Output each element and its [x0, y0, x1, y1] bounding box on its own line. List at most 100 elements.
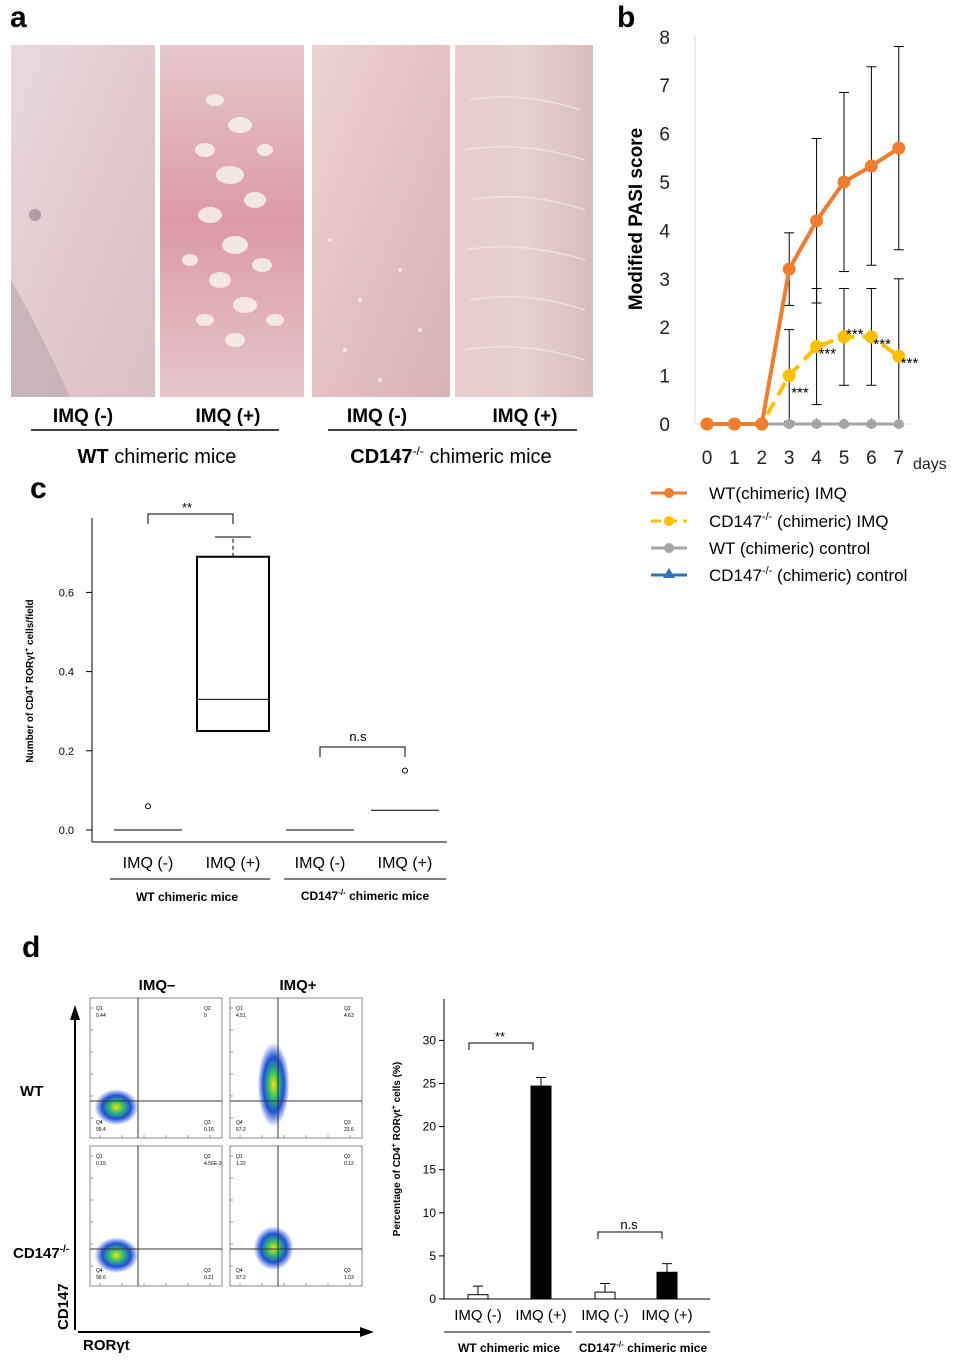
quadrant-value: 99.4 [96, 1127, 106, 1133]
density-cloud [94, 1089, 139, 1126]
significance-label: n.s [349, 729, 367, 744]
y-tick-label: 0.2 [59, 746, 74, 758]
series-line [707, 146, 900, 426]
y-tick-label: 8 [659, 28, 670, 49]
group-label: CD147-/- chimeric mice [579, 1340, 708, 1355]
data-point [864, 330, 878, 344]
quadrant-value: 0.44 [96, 1013, 106, 1019]
y-tick-label: 7 [659, 76, 670, 97]
y-axis-label: CD147 [55, 1283, 72, 1330]
quadrant-value: 1.03 [344, 1275, 354, 1281]
y-tick-label: 1 [659, 367, 670, 388]
quadrant-value: 67.2 [236, 1127, 246, 1133]
quadrant-label: Q2 [344, 1006, 351, 1012]
x-tick-label: 7 [894, 448, 905, 469]
data-point [837, 330, 851, 344]
x-tick-label: IMQ (+) [641, 1307, 692, 1324]
significance-label: ** [182, 500, 192, 515]
y-tick-label: 0.4 [59, 667, 74, 679]
significance-marker: *** [846, 326, 864, 343]
quadrant-label: Q4 [96, 1120, 103, 1126]
quadrant-value: 4.51 [236, 1013, 246, 1019]
quadrant-label: Q2 [204, 1006, 211, 1012]
quadrant-label: Q2 [204, 1154, 211, 1160]
x-tick-label: 3 [784, 448, 795, 469]
density-cloud [253, 1226, 294, 1271]
legend-marker [663, 568, 675, 578]
quadrant-value: 0.15 [96, 1161, 106, 1167]
legend-marker [664, 543, 674, 553]
quadrant-label: Q1 [236, 1006, 243, 1012]
group-label-ko: CD147-/- chimeric mice [350, 444, 551, 468]
significance-marker: *** [873, 336, 891, 353]
y-tick-label: 0.0 [59, 825, 74, 837]
data-point [782, 369, 796, 383]
legend-label: WT(chimeric) IMQ [709, 484, 847, 503]
x-tick-label: IMQ (-) [123, 855, 174, 872]
quadrant-value: 97.2 [236, 1275, 246, 1281]
legend-marker [664, 516, 674, 526]
x-tick-label: 2 [757, 448, 768, 469]
quadrant-label: Q4 [236, 1120, 243, 1126]
x-tick-label: IMQ (-) [581, 1307, 628, 1324]
y-axis-label: Percentage of CD4+ RORγt+ cells (%) [391, 1062, 403, 1236]
data-point [810, 340, 824, 354]
significance-label: n.s [620, 1217, 638, 1232]
y-tick-label: 25 [423, 1077, 437, 1091]
y-axis-label: Modified PASI score [626, 128, 647, 310]
y-tick-label: 3 [659, 270, 670, 291]
density-cloud [94, 1237, 139, 1274]
data-point [892, 349, 906, 363]
quadrant-label: Q3 [204, 1120, 211, 1126]
x-tick-label: IMQ (+) [378, 855, 433, 872]
row-label: CD147-/- [13, 1244, 69, 1262]
bar [656, 1271, 678, 1300]
data-point [893, 419, 904, 429]
density-cloud [257, 1042, 290, 1127]
panel-label-c: c [30, 472, 47, 505]
group-label: WT chimeric mice [458, 1341, 560, 1355]
panel-label-d: d [22, 931, 40, 964]
data-point [892, 141, 906, 155]
x-tick-label: 4 [811, 448, 822, 469]
photo-label-1: IMQ (-) [53, 406, 113, 427]
legend-label: WT (chimeric) control [709, 539, 870, 558]
data-point [700, 417, 714, 431]
bar [594, 1291, 616, 1300]
quadrant-label: Q2 [344, 1154, 351, 1160]
x-axis-label: RORγt [83, 1337, 130, 1354]
flow-cytometry-grid: IMQ– IMQ+WTCD147-/-CD147RORγtQ10.44Q20Q30… [13, 977, 374, 1354]
quadrant-label: Q1 [236, 1154, 243, 1160]
x-tick-label: 6 [866, 448, 877, 469]
quadrant-label: Q3 [344, 1120, 351, 1126]
quadrant-label: Q4 [236, 1268, 243, 1274]
outlier-point [402, 767, 408, 774]
significance-bracket [319, 746, 406, 757]
skin-photo-wt-imq-neg [11, 45, 155, 397]
flow-plot-frame [229, 997, 363, 1139]
box [196, 555, 270, 733]
y-tick-label: 15 [423, 1163, 437, 1177]
y-tick-label: 10 [423, 1206, 437, 1220]
y-tick-label: 0 [429, 1292, 436, 1306]
significance-bracket [597, 1231, 663, 1239]
photo-label-3: IMQ (-) [347, 406, 407, 427]
arrow-head [70, 1005, 80, 1020]
x-tick-label: IMQ (-) [295, 855, 346, 872]
quadrant-label: Q3 [344, 1268, 351, 1274]
y-axis-label: Number of CD4+ RORγt+ cells/field [24, 599, 36, 762]
quadrant-value: 23.6 [344, 1127, 354, 1133]
y-tick-label: 5 [429, 1249, 436, 1263]
outlier-point [145, 803, 151, 810]
data-point [811, 419, 822, 429]
quadrant-value: 0.21 [204, 1275, 214, 1281]
skin-photo-wt-imq-pos [160, 45, 304, 397]
group-label: CD147-/- chimeric mice [301, 888, 430, 903]
column-label: IMQ+ [279, 977, 316, 994]
bar [467, 1294, 489, 1300]
data-point [782, 262, 796, 276]
quadrant-label: Q3 [204, 1268, 211, 1274]
quadrant-label: Q1 [96, 1006, 103, 1012]
data-point [864, 159, 878, 173]
skin-photo-ko-imq-neg [312, 45, 450, 397]
